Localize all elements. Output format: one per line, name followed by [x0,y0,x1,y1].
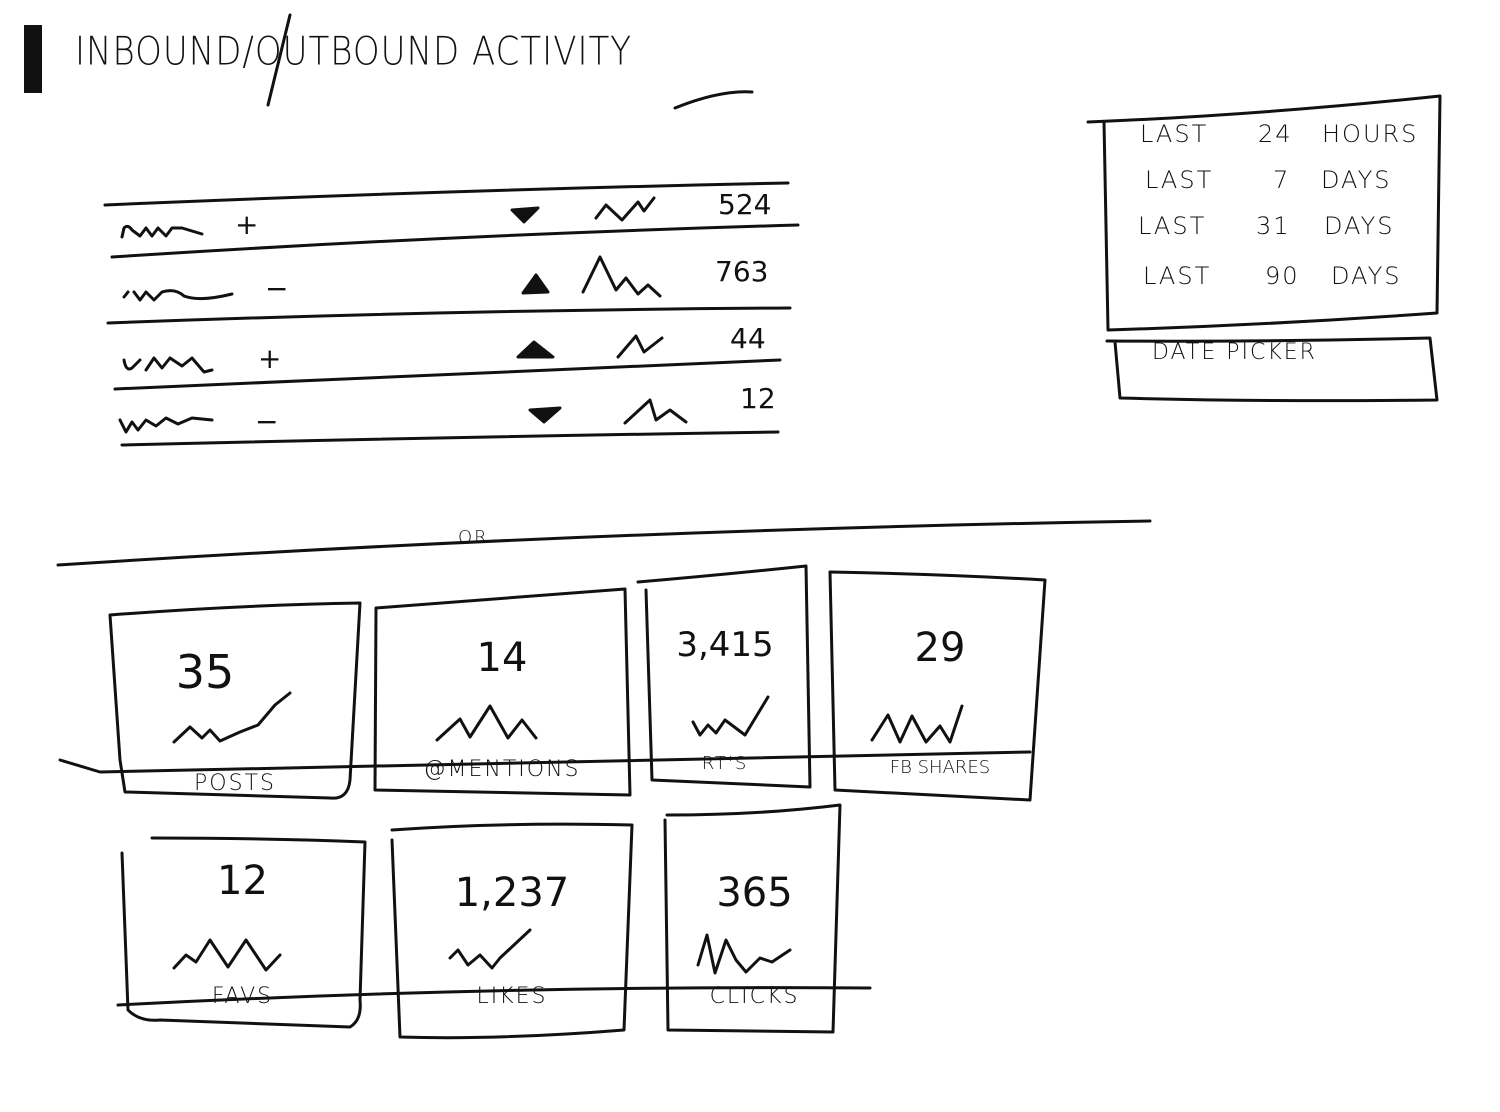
or-label: OR [458,527,489,548]
card-rts[interactable]: 3,415 RT'S [640,625,810,774]
card-value: 35 [175,645,235,699]
row-name-scribble [118,416,214,434]
range-number: 31 [1256,212,1291,240]
range-number: 24 [1258,120,1293,148]
range-option-7-days[interactable]: LAST 7 DAYS [1145,166,1392,194]
card-label: RT'S [701,753,749,774]
row-sign: + [258,342,282,375]
card-label: POSTS [194,771,276,796]
table-row-dividers [103,181,800,447]
row-value: 524 [718,188,772,221]
date-picker-button[interactable]: DATE PICKER [1152,340,1317,365]
range-unit: DAYS [1321,166,1392,194]
range-word: LAST [1145,166,1214,194]
range-number: 7 [1273,166,1291,194]
trend-up-icon [516,340,555,359]
range-word: LAST [1138,212,1207,240]
card-fb-shares[interactable]: 29 FB SHARES [835,625,1045,778]
range-word: LAST [1143,262,1212,290]
row-sparkline [616,334,664,359]
range-option-90-days[interactable]: LAST 90 DAYS [1143,262,1402,290]
page-title: INBOUND/OUTBOUND ACTIVITY [75,29,633,75]
row-name-scribble [122,356,214,374]
card-likes[interactable]: 1,237 LIKES [392,870,632,1009]
range-number: 90 [1265,262,1300,290]
card-posts[interactable]: 35 POSTS [110,645,360,796]
trend-down-icon [510,206,540,224]
trend-down-icon [528,406,562,424]
card-value: 14 [476,635,528,681]
card-label: CLICKS [709,984,800,1009]
card-favs[interactable]: 12 FAVS [120,858,365,1009]
row-name-scribble [120,224,204,239]
card-value: 29 [914,625,966,671]
range-unit: HOURS [1322,120,1419,148]
card-value: 365 [716,870,793,916]
row-sign: − [265,272,289,305]
trend-up-icon [521,273,550,295]
title-accent-bar [24,25,42,93]
section-divider [56,519,1152,567]
row-sparkline [623,398,688,425]
card-mentions[interactable]: 14 @MENTIONS [376,635,628,782]
card-value: 1,237 [454,870,570,916]
row-name-scribble [122,289,234,302]
date-picker-label: DATE PICKER [1152,340,1317,365]
range-option-24-hours[interactable]: LAST 24 HOURS [1140,120,1418,148]
row-sparkline [594,196,656,222]
range-option-31-days[interactable]: LAST 31 DAYS [1138,212,1395,240]
range-word: LAST [1140,120,1209,148]
row-value: 44 [730,322,766,355]
card-label: FAVS [211,984,274,1009]
row-value: 12 [740,382,776,415]
row-sign: − [255,405,279,438]
card-clicks[interactable]: 365 CLICKS [667,870,842,1009]
range-unit: DAYS [1331,262,1402,290]
card-label: FB SHARES [889,757,991,778]
card-value: 12 [217,858,268,904]
card-label: @MENTIONS [423,757,581,782]
row-value: 763 [715,255,769,288]
range-unit: DAYS [1324,212,1395,240]
card-label: LIKES [476,984,548,1009]
title-underline [673,90,754,110]
card-value: 3,415 [676,625,774,665]
row-sparkline [581,255,662,298]
row-sign: + [235,208,259,241]
